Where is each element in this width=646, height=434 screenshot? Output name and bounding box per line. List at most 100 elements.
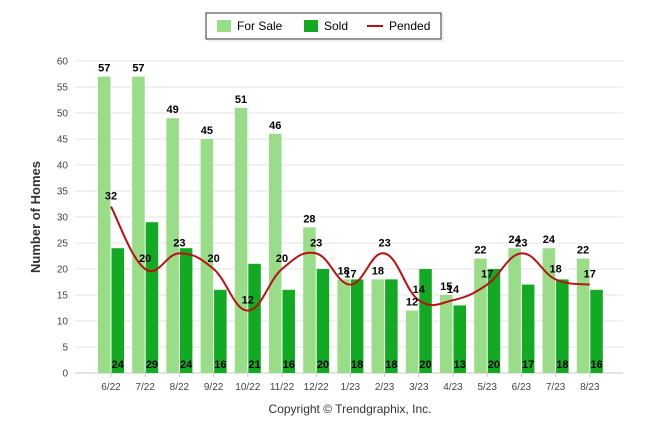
sold-bar [214,289,227,373]
x-tick-label: 11/22 [270,382,295,393]
for-sale-bar [542,248,556,373]
for-sale-value-label: 51 [235,94,247,106]
y-tick-label: 35 [57,187,69,198]
for-sale-value-label: 49 [167,104,179,116]
for-sale-bar [98,76,111,373]
pended-value-label: 18 [549,263,561,275]
x-tick-label: 10/22 [235,382,260,393]
sold-value-label: 16 [590,359,602,371]
pended-value-label: 17 [481,269,493,281]
sold-bar [248,263,261,373]
x-tick-label: 5/23 [477,382,497,393]
sold-bar [282,289,295,373]
grid-lines [75,60,623,374]
pended-value-label: 14 [447,284,460,296]
pended-value-label: 20 [139,253,151,265]
pended-line [110,206,590,312]
for-sale-bar [234,107,248,374]
y-tick-label: 0 [62,369,68,380]
sold-value-label: 18 [385,359,397,371]
x-tick-label: 6/22 [101,382,121,393]
pended-value-label: 23 [310,237,322,249]
legend-swatch [304,20,318,32]
sold-value-label: 13 [454,359,466,371]
x-tick-label: 9/22 [204,382,224,393]
for-sale-bar [371,279,385,373]
x-tick-label: 2/23 [375,382,395,393]
bars [98,76,603,374]
for-sale-value-label: 24 [509,234,522,246]
y-axis-title: Number of Homes [28,161,43,273]
y-tick-label: 30 [57,213,69,224]
legend-label: Sold [324,19,348,33]
sold-value-label: 16 [283,359,295,371]
copyright-text: Copyright © Trendgraphix, Inc. [269,402,432,416]
sold-bar [111,248,124,373]
x-tick-label: 7/22 [135,382,155,393]
sold-value-label: 24 [112,359,125,371]
for-sale-bar [303,227,316,373]
for-sale-value-label: 15 [440,281,452,293]
for-sale-value-label: 12 [406,297,418,309]
sold-bar [385,279,398,373]
x-tick-label: 7/23 [546,382,566,393]
pended-value-label: 14 [413,284,426,296]
pended-value-label: 23 [378,237,390,249]
for-sale-value-label: 57 [132,63,144,75]
pended-value-label: 20 [207,253,219,265]
pended-value-label: 32 [105,191,117,203]
sold-bar [350,279,364,373]
pended-value-label: 17 [584,269,596,281]
sold-value-label: 29 [146,359,158,371]
sold-value-label: 18 [556,359,568,371]
for-sale-bar [508,248,521,373]
sold-value-label: 24 [180,359,193,371]
for-sale-bar [166,118,179,373]
x-tick-label: 8/22 [170,382,190,393]
sold-bar [179,248,193,373]
for-sale-value-label: 46 [269,120,281,132]
sold-bar [453,305,466,373]
sold-bar [521,284,535,373]
legend-label: Pended [389,19,430,33]
for-sale-value-label: 22 [577,245,589,257]
x-tick-label: 8/23 [580,382,600,393]
for-sale-bar [440,295,453,373]
pended-value-label: 12 [242,295,254,307]
sold-bar [145,222,159,373]
legend-box [205,12,442,40]
y-tick-label: 25 [57,239,69,250]
sold-bar [556,279,569,373]
for-sale-value-label: 57 [98,63,110,75]
x-tick-label: 6/23 [512,382,532,393]
y-tick-label: 5 [62,343,68,354]
x-tick-label: 4/23 [443,382,463,393]
y-tick-label: 55 [57,83,69,94]
for-sale-bar [576,258,590,373]
sold-bar [419,269,432,373]
y-tick-label: 15 [57,291,69,302]
x-tick-label: 12/22 [304,382,329,393]
sold-value-label: 17 [522,359,534,371]
sold-value-label: 20 [488,359,500,371]
axes: 0 5 10 15 20 25 30 35 40 45 50 55 60 6/22 7/22 8/22 9/22… [57,57,600,394]
y-tick-label: 60 [57,57,69,68]
legend-swatch [217,20,231,32]
for-sale-bar [405,310,419,373]
legend[interactable]: For Sale Sold Pended [205,12,444,42]
x-tick-label: 1/23 [341,382,361,393]
pended-value-label: 20 [276,253,288,265]
y-tick-label: 40 [57,161,69,172]
y-tick-label: 45 [57,135,69,146]
pended-line-layer [110,206,590,312]
sold-value-label: 20 [419,359,431,371]
y-tick-label: 50 [57,109,69,120]
for-sale-bar [337,279,350,373]
sold-value-label: 20 [317,359,329,371]
for-sale-value-label: 18 [338,265,350,277]
for-sale-value-label: 22 [474,245,486,257]
pended-value-label: 17 [344,269,356,281]
pended-value-label: 23 [173,237,185,249]
